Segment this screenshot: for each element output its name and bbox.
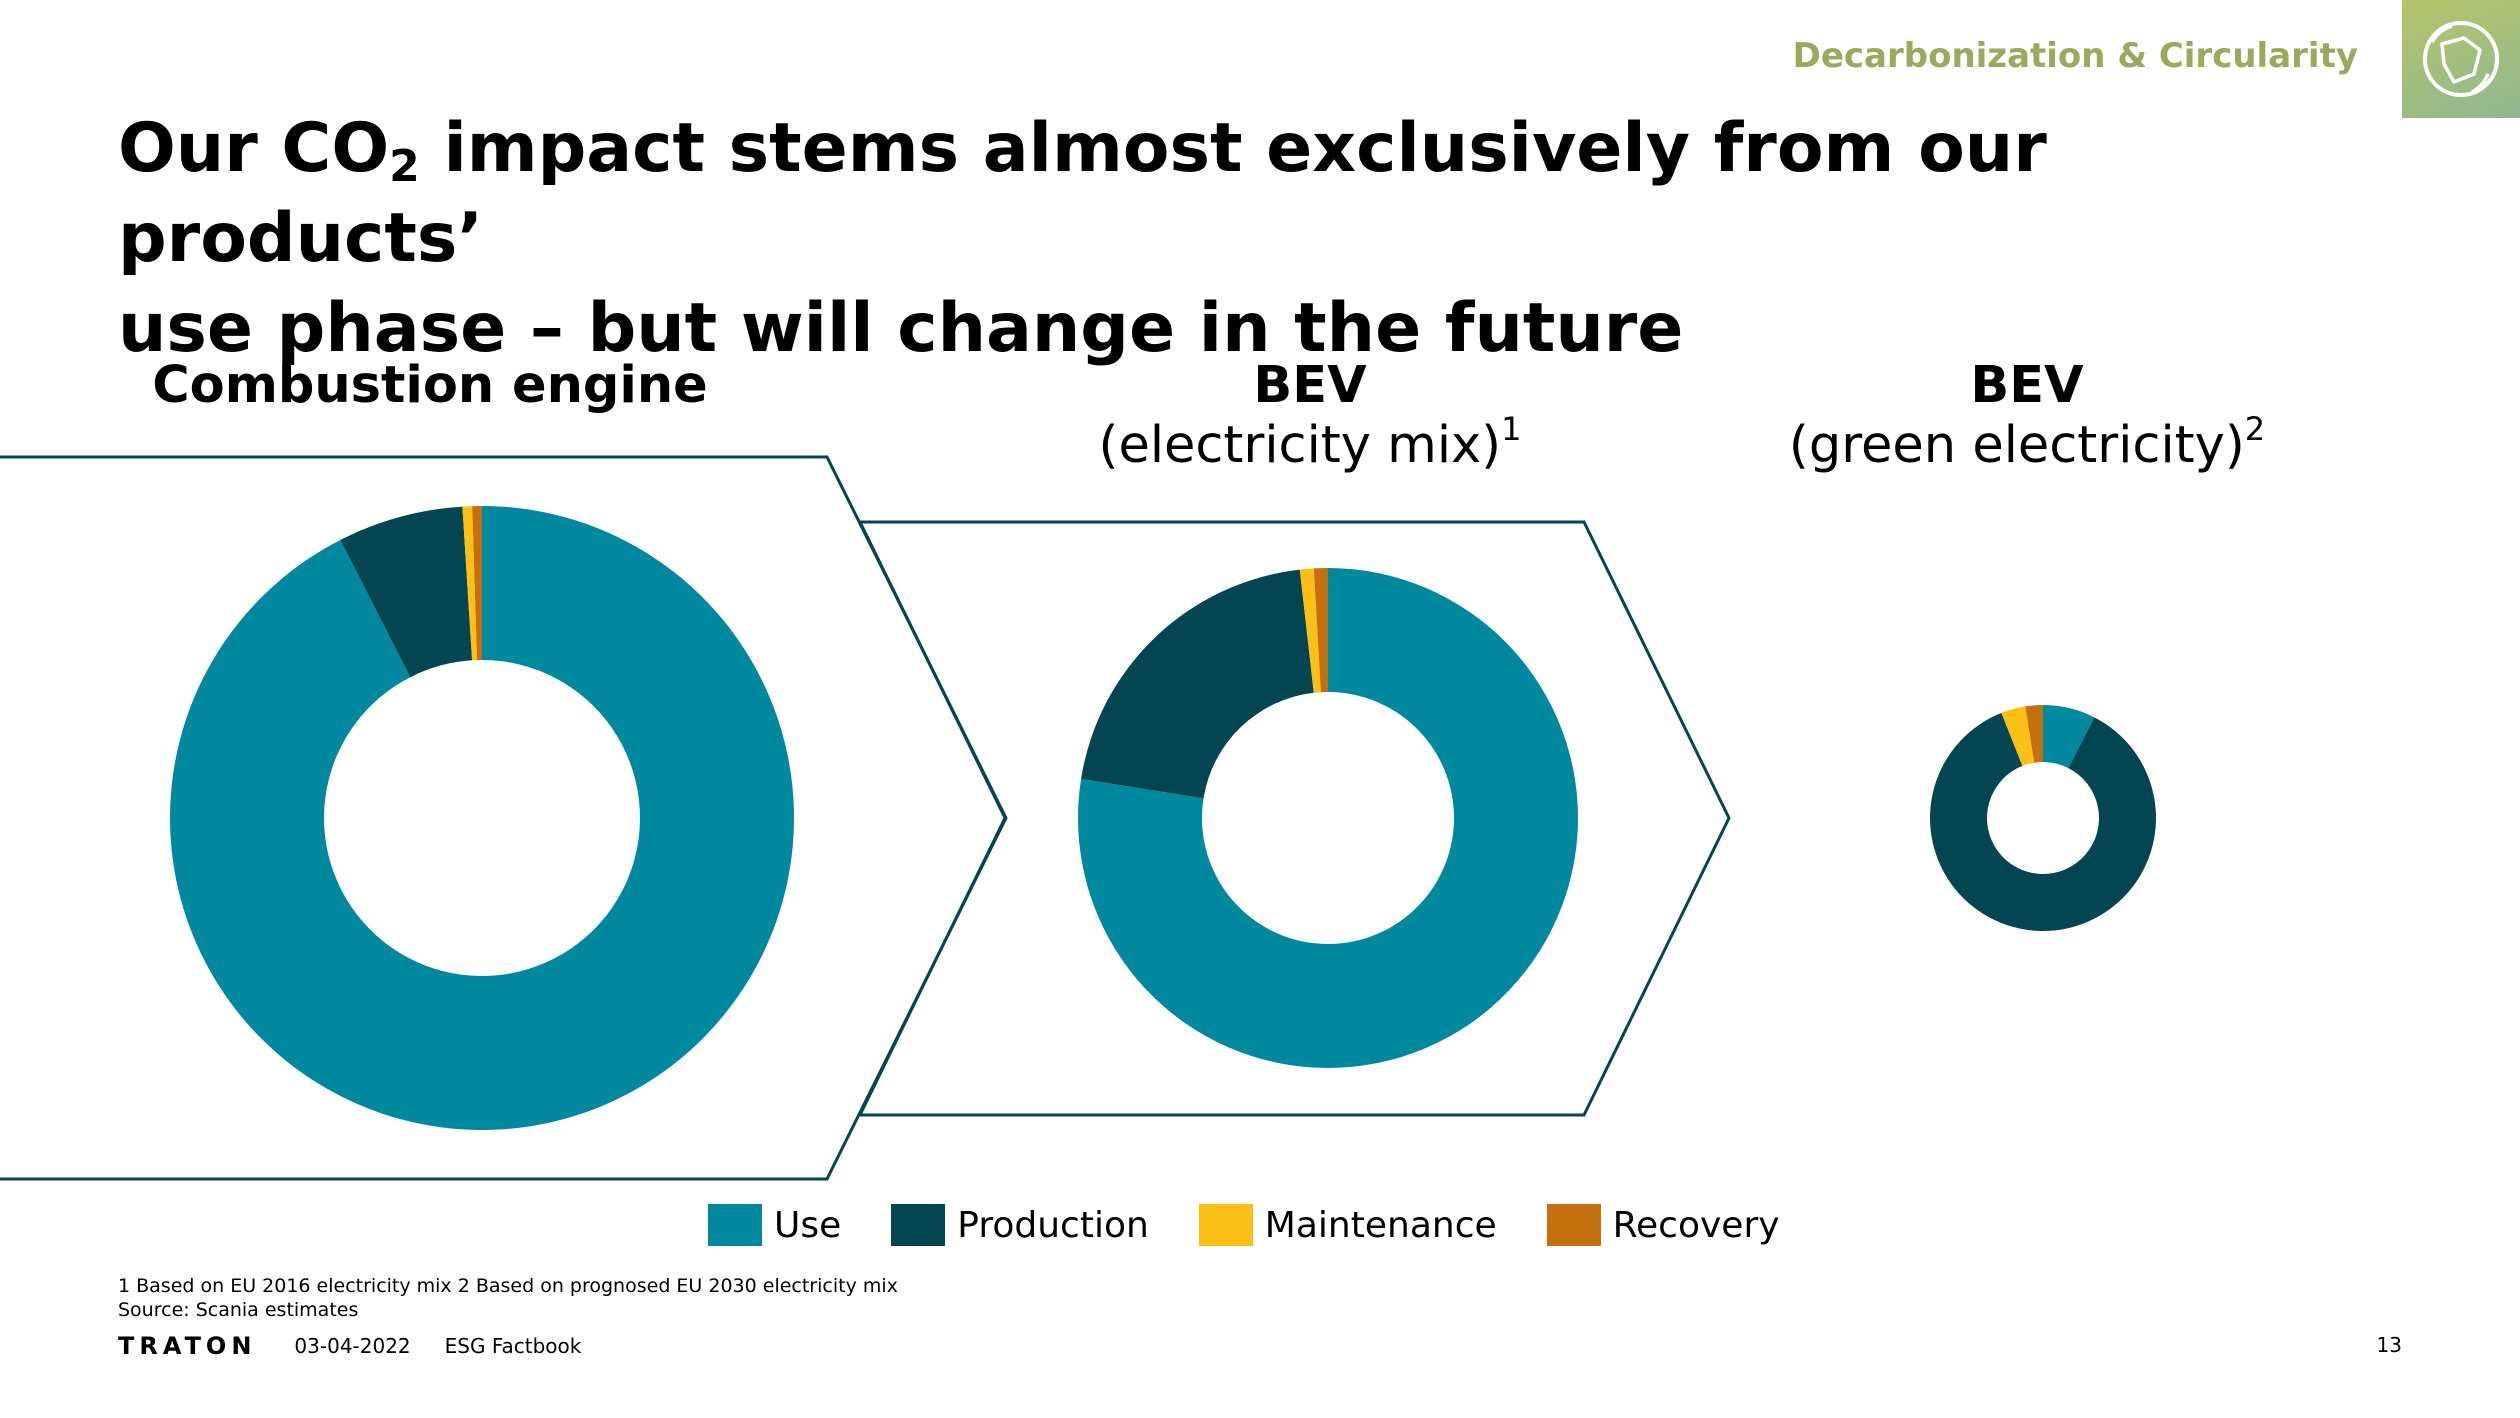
- footer: TRATON 03-04-2022 ESG Factbook: [118, 1332, 581, 1360]
- chart-title-sub: (green electricity): [1788, 416, 2245, 475]
- slice-production: [1930, 712, 2156, 931]
- slice-maintenance: [462, 506, 478, 661]
- legend-label: Production: [957, 1204, 1149, 1246]
- donut-combustion: [170, 506, 795, 1130]
- legend-item-production: Production: [891, 1204, 1149, 1246]
- footer-date: 03-04-2022: [294, 1334, 411, 1358]
- legend-label: Maintenance: [1264, 1204, 1497, 1246]
- slice-use: [170, 506, 795, 1130]
- slice-maintenance: [2001, 706, 2035, 766]
- legend-swatch: [1546, 1204, 1601, 1246]
- slice-recovery: [1313, 568, 1328, 693]
- chart-title-combustion: Combustion engine: [130, 356, 730, 416]
- chart-title-sup: 1: [1501, 410, 1522, 448]
- title-line1-pre: Our CO: [118, 109, 390, 188]
- source-line: Source: Scania estimates: [118, 1299, 359, 1321]
- globe-recycle-icon: [2423, 21, 2499, 97]
- legend-item-use: Use: [708, 1204, 841, 1246]
- slice-maintenance: [1299, 568, 1321, 693]
- legend-label: Use: [774, 1204, 842, 1246]
- page-number: 13: [2376, 1333, 2402, 1357]
- title-line1-post: impact stems almost exclusively from our…: [118, 109, 2047, 278]
- chart-title-sub: (electricity mix): [1098, 416, 1502, 475]
- legend-swatch: [708, 1204, 762, 1246]
- footnote-line: 1 Based on EU 2016 electricity mix 2 Bas…: [118, 1275, 898, 1297]
- chart-title-bold: BEV: [1253, 356, 1367, 415]
- title-line2: use phase – but will change in the futur…: [118, 289, 1684, 368]
- chart-title-bold: BEV: [1970, 356, 2084, 415]
- chart-title-bev-mix: BEV (electricity mix)1: [1010, 356, 1610, 476]
- chart-title-bev-green: BEV (green electricity)2: [1727, 356, 2327, 476]
- footnotes: 1 Based on EU 2016 electricity mix 2 Bas…: [118, 1274, 898, 1322]
- slice-production: [340, 506, 473, 678]
- donut-bev-mix: [1078, 568, 1578, 1068]
- legend-swatch: [1198, 1204, 1253, 1246]
- slice-recovery: [2025, 705, 2043, 763]
- legend-item-recovery: Recovery: [1546, 1204, 1780, 1246]
- legend-item-maintenance: Maintenance: [1198, 1204, 1497, 1246]
- topic-badge: [2402, 0, 2520, 118]
- title-subscript: 2: [389, 141, 420, 192]
- donut-bev-green: [1930, 705, 2156, 931]
- legend: Use Production Maintenance Recovery: [708, 1204, 1830, 1246]
- company-logo: TRATON: [118, 1332, 257, 1360]
- legend-swatch: [891, 1204, 946, 1246]
- slide-title: Our CO2 impact stems almost exclusively …: [118, 104, 2418, 374]
- chart-title-bold: Combustion engine: [152, 356, 708, 415]
- legend-label: Recovery: [1612, 1204, 1780, 1246]
- slice-recovery: [472, 506, 482, 661]
- arrow-outline-bev-mix: [857, 520, 1731, 1117]
- footer-doc-name: ESG Factbook: [444, 1334, 582, 1358]
- slice-use: [1078, 568, 1578, 1068]
- topic-label: Decarbonization & Circularity: [1792, 36, 2358, 76]
- chart-title-sup: 2: [2244, 410, 2266, 448]
- slice-production: [1081, 569, 1314, 799]
- slice-use: [2043, 705, 2095, 769]
